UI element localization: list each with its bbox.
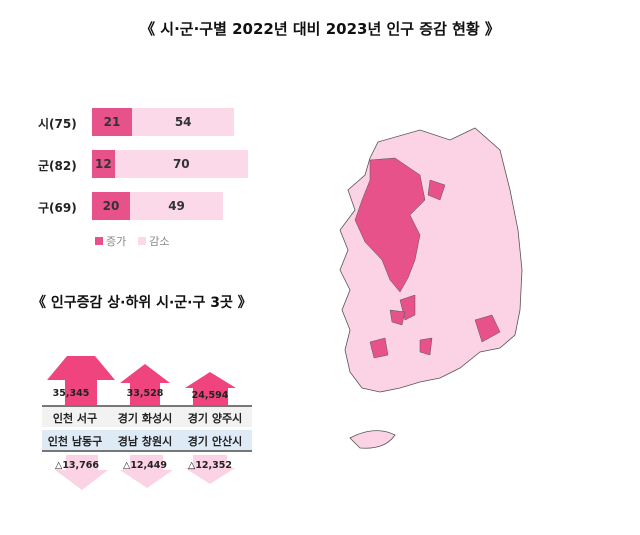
bar-increase: 21 xyxy=(92,108,132,136)
region-increase xyxy=(474,314,501,343)
category-label: 군(82) xyxy=(38,159,77,173)
legend-label: 증가 xyxy=(106,235,127,248)
bar-increase: 12 xyxy=(92,150,115,178)
bar-decrease: 49 xyxy=(130,192,224,220)
section-title: 《 인구증감 상·하위 시·군·구 3곳 》 xyxy=(32,295,252,311)
legend-decrease: 감소 xyxy=(138,233,170,249)
bottom-value: △12,352 xyxy=(188,460,232,471)
top-value: 24,594 xyxy=(191,390,229,401)
down-arrow-icon xyxy=(55,455,108,490)
top-value: 35,345 xyxy=(52,388,90,399)
top-city: 경기 화성시 xyxy=(117,412,173,425)
bar-decrease: 70 xyxy=(114,150,248,178)
bar-decrease: 54 xyxy=(131,108,235,136)
up-arrow-icon xyxy=(185,372,236,405)
bottom-value: △13,766 xyxy=(55,460,99,471)
region-increase xyxy=(427,179,446,201)
category-label: 시(75) xyxy=(38,117,77,131)
down-arrow-icon xyxy=(185,455,235,484)
bottom-city: 경남 창원시 xyxy=(117,435,173,448)
bottom-city: 인천 남동구 xyxy=(47,435,103,448)
legend-label: 감소 xyxy=(149,235,170,248)
down-arrow-icon xyxy=(120,455,173,488)
region-increase xyxy=(354,157,426,293)
korea-map xyxy=(339,127,523,449)
up-arrow-icon xyxy=(47,356,115,405)
region-increase xyxy=(419,337,433,356)
mainland xyxy=(339,127,523,393)
top-value: 33,528 xyxy=(126,388,164,399)
top-city: 인천 서구 xyxy=(52,412,98,425)
legend: 증가 감소 xyxy=(95,233,170,249)
bar-increase: 20 xyxy=(92,192,130,220)
legend-increase: 증가 xyxy=(95,233,126,249)
up-arrow-icon xyxy=(120,364,170,405)
page-title: 《 시·군·구별 2022년 대비 2023년 인구 증감 현황 》 xyxy=(140,20,500,38)
region-increase xyxy=(389,309,406,326)
top-city: 경기 양주시 xyxy=(187,412,243,425)
jeju-island xyxy=(349,430,396,449)
bottom-city: 경기 안산시 xyxy=(187,435,243,448)
category-label: 구(69) xyxy=(38,201,77,215)
region-increase xyxy=(369,337,389,359)
bottom-value: △12,449 xyxy=(123,460,167,471)
